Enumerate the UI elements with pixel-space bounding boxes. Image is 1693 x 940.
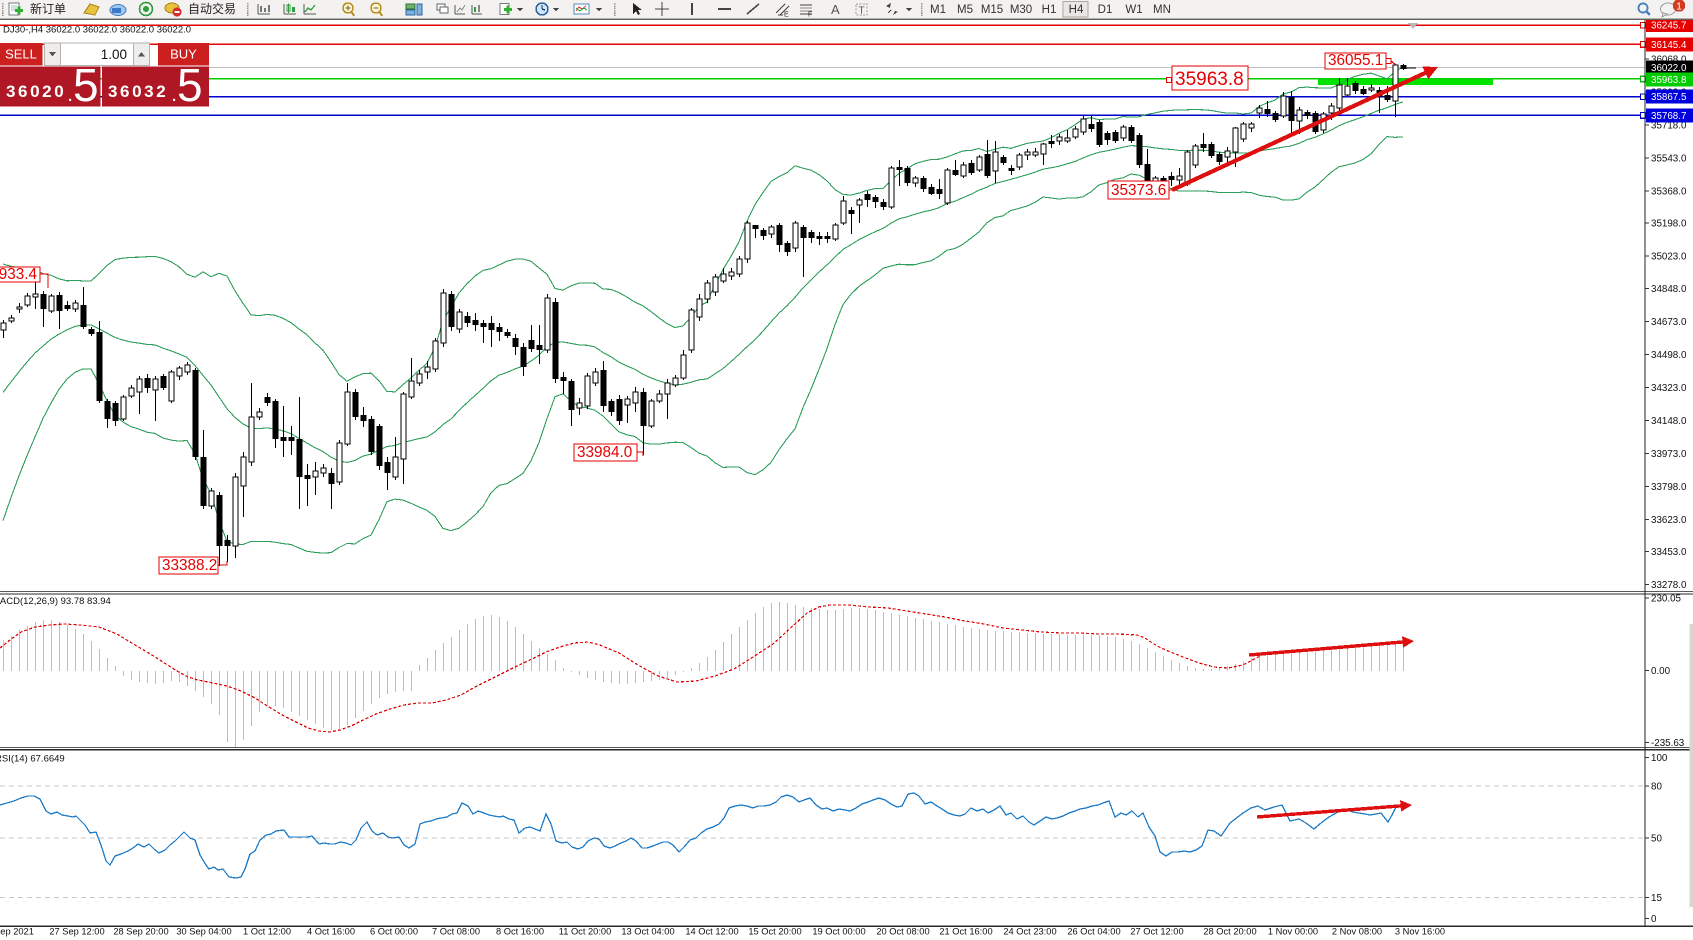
svg-text:933.4: 933.4	[0, 266, 37, 283]
svg-text:15 Oct 20:00: 15 Oct 20:00	[748, 927, 801, 937]
svg-text:36245.7: 36245.7	[1651, 21, 1686, 32]
svg-text:34848.0: 34848.0	[1651, 284, 1687, 295]
svg-text:34323.0: 34323.0	[1651, 383, 1687, 394]
svg-text:M15: M15	[981, 4, 1003, 16]
svg-text:50: 50	[1651, 834, 1662, 845]
svg-text:27 Sep 12:00: 27 Sep 12:00	[49, 927, 104, 937]
svg-text:36020: 36020	[6, 82, 66, 101]
svg-text:11 Oct 20:00: 11 Oct 20:00	[559, 927, 612, 937]
svg-text:8 Oct 16:00: 8 Oct 16:00	[496, 927, 544, 937]
svg-text:33984.0: 33984.0	[577, 444, 632, 461]
svg-text:Sep 2021: Sep 2021	[0, 927, 34, 937]
svg-text:M30: M30	[1010, 4, 1032, 16]
svg-text:27 Oct 12:00: 27 Oct 12:00	[1130, 927, 1183, 937]
svg-text:0: 0	[1651, 914, 1657, 925]
svg-text:20 Oct 08:00: 20 Oct 08:00	[876, 927, 929, 937]
svg-text:33973.0: 33973.0	[1651, 449, 1687, 460]
svg-text:1 Oct 12:00: 1 Oct 12:00	[243, 927, 291, 937]
svg-text:34148.0: 34148.0	[1651, 416, 1687, 427]
svg-text:E: E	[784, 12, 789, 19]
svg-text:新订单: 新订单	[30, 1, 66, 16]
svg-text:80: 80	[1651, 781, 1662, 792]
svg-text:0.00: 0.00	[1651, 666, 1671, 677]
svg-text:24 Oct 23:00: 24 Oct 23:00	[1003, 927, 1056, 937]
svg-text:H1: H1	[1042, 4, 1057, 16]
svg-text:DJ30-,H4 36022.0 36022.0 3602: DJ30-,H4 36022.0 36022.0 36022.0 36022.0	[3, 25, 191, 36]
svg-text:35963.8: 35963.8	[1651, 75, 1687, 86]
svg-text:6 Oct 00:00: 6 Oct 00:00	[370, 927, 418, 937]
svg-text:5: 5	[177, 59, 203, 111]
svg-text:33278.0: 33278.0	[1651, 580, 1687, 591]
svg-text:28 Oct 20:00: 28 Oct 20:00	[1203, 927, 1256, 937]
svg-text:35368.0: 35368.0	[1651, 186, 1687, 197]
svg-text:36068.0: 36068.0	[1651, 54, 1687, 65]
svg-text:13 Oct 04:00: 13 Oct 04:00	[621, 927, 674, 937]
svg-text:230.05: 230.05	[1651, 594, 1682, 605]
svg-text:M1: M1	[930, 4, 946, 16]
svg-text:M5: M5	[957, 4, 973, 16]
svg-text:35718.0: 35718.0	[1651, 120, 1687, 131]
svg-text:.: .	[172, 88, 176, 105]
svg-text:SELL: SELL	[5, 47, 37, 62]
svg-text:34498.0: 34498.0	[1651, 350, 1687, 361]
svg-text:-235.63: -235.63	[1651, 738, 1685, 749]
svg-text:MN: MN	[1153, 4, 1171, 16]
svg-text:H4: H4	[1069, 4, 1084, 16]
svg-text:35543.0: 35543.0	[1651, 153, 1687, 164]
svg-text:33798.0: 33798.0	[1651, 482, 1687, 493]
svg-text:35867.5: 35867.5	[1651, 92, 1687, 103]
svg-text:1: 1	[1676, 1, 1682, 13]
svg-text:F: F	[808, 12, 812, 19]
svg-text:33388.2: 33388.2	[162, 557, 217, 574]
svg-text:D1: D1	[1098, 4, 1113, 16]
svg-text:4 Oct 16:00: 4 Oct 16:00	[307, 927, 355, 937]
svg-text:36055.1: 36055.1	[1328, 52, 1383, 69]
svg-text:28 Sep 20:00: 28 Sep 20:00	[113, 927, 168, 937]
svg-text:100: 100	[1651, 753, 1668, 764]
svg-text:35198.0: 35198.0	[1651, 218, 1687, 229]
svg-text:MACD(12,26,9) 93.78 83.94: MACD(12,26,9) 93.78 83.94	[0, 596, 111, 607]
svg-text:36145.4: 36145.4	[1651, 40, 1687, 51]
svg-text:RSI(14) 67.6649: RSI(14) 67.6649	[0, 754, 65, 765]
svg-text:5: 5	[73, 59, 99, 111]
svg-text:A: A	[831, 2, 840, 17]
svg-text:34673.0: 34673.0	[1651, 317, 1687, 328]
svg-text:1 Nov 00:00: 1 Nov 00:00	[1268, 927, 1318, 937]
svg-text:36032: 36032	[108, 82, 168, 101]
svg-text:26 Oct 04:00: 26 Oct 04:00	[1067, 927, 1120, 937]
svg-text:35963.8: 35963.8	[1175, 69, 1244, 90]
svg-text:33623.0: 33623.0	[1651, 515, 1687, 526]
svg-text:35768.7: 35768.7	[1651, 111, 1686, 122]
svg-text:自动交易: 自动交易	[188, 1, 236, 16]
svg-text:19 Oct 00:00: 19 Oct 00:00	[812, 927, 865, 937]
svg-text:14 Oct 12:00: 14 Oct 12:00	[685, 927, 738, 937]
svg-text:W1: W1	[1125, 4, 1142, 16]
svg-text:2 Nov 08:00: 2 Nov 08:00	[1332, 927, 1382, 937]
svg-text:33453.0: 33453.0	[1651, 547, 1687, 558]
svg-text:T: T	[859, 6, 865, 17]
svg-text:21 Oct 16:00: 21 Oct 16:00	[939, 927, 992, 937]
svg-text:.: .	[68, 88, 72, 105]
svg-text:7 Oct 08:00: 7 Oct 08:00	[432, 927, 480, 937]
svg-text:3 Nov 16:00: 3 Nov 16:00	[1395, 927, 1445, 937]
svg-text:BUY: BUY	[170, 47, 197, 62]
svg-text:15: 15	[1651, 893, 1662, 904]
svg-text:35373.6: 35373.6	[1111, 182, 1166, 199]
svg-text:1.00: 1.00	[101, 47, 127, 62]
svg-text:36022.0: 36022.0	[1651, 63, 1687, 74]
svg-text:30 Sep 04:00: 30 Sep 04:00	[176, 927, 231, 937]
svg-text:35023.0: 35023.0	[1651, 251, 1687, 262]
